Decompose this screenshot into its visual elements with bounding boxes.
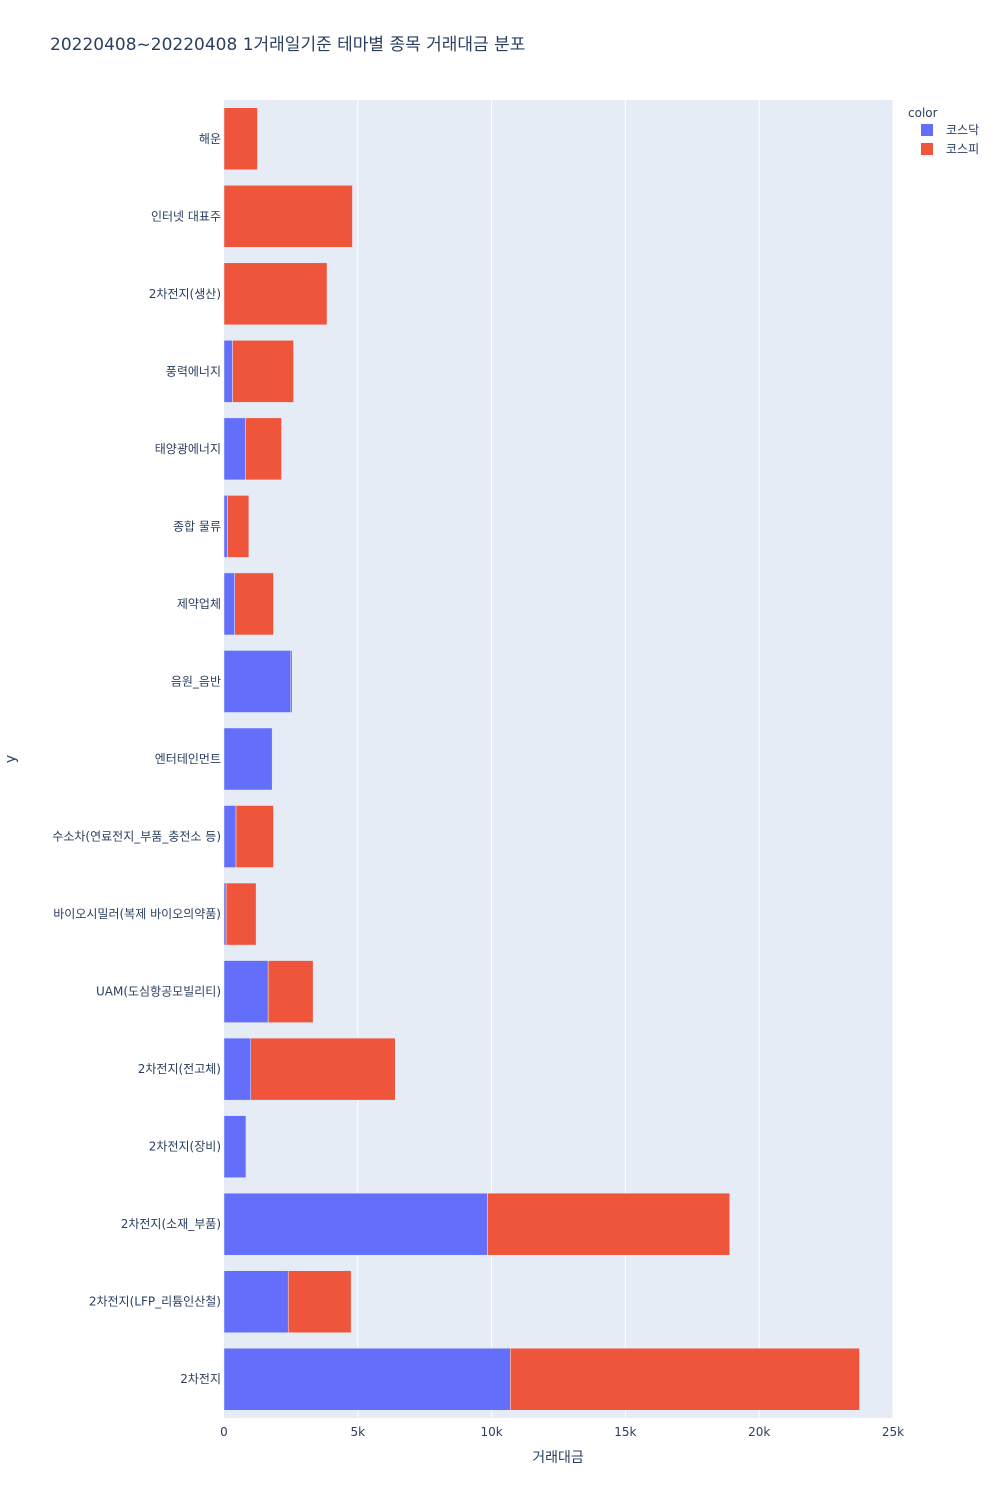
bar[interactable]: UAM(도심항공모빌리티) / 코스피: 1680	[267, 960, 314, 1023]
x-axis-tick-labels: 0 5k 10k 15k 20k 25k	[220, 1425, 904, 1439]
legend-label: 코스피	[946, 142, 979, 156]
bar[interactable]: 수소차(연료전지_부품_충전소 등) / 코스닥: 450	[223, 805, 237, 868]
legend-item[interactable]: 코스닥	[921, 123, 979, 137]
legend-title: color	[908, 106, 938, 120]
bar[interactable]: 2차전지(전고체) / 코스피: 5400	[250, 1037, 396, 1101]
bar[interactable]: 엔터테인먼트 / 코스닥: 1800	[223, 727, 273, 791]
y-tick-label: 음원_음반	[171, 674, 221, 688]
y-tick-label: 2차전지(장비)	[149, 1140, 221, 1154]
x-tick-label: 25k	[882, 1425, 904, 1439]
y-tick-label: 엔터테인먼트	[155, 752, 221, 766]
bar[interactable]: 2차전지 / 코스피: 13050	[510, 1347, 860, 1411]
bar[interactable]: 종합 물류 / 코스닥: 130	[223, 495, 228, 558]
y-tick-label: 2차전지(전고체)	[138, 1062, 221, 1076]
legend-item[interactable]: 코스피	[921, 142, 979, 156]
bar[interactable]: 풍력에너지 / 코스닥: 320	[223, 340, 233, 403]
x-tick-label: 0	[220, 1425, 228, 1439]
bar[interactable]: 바이오시밀러(복제 바이오의약품) / 코스닥: 80	[223, 882, 227, 946]
bar[interactable]: UAM(도심항공모빌리티) / 코스닥: 1650	[223, 960, 269, 1023]
x-tick-label: 10k	[480, 1425, 502, 1439]
bar[interactable]: 2차전지(생산) / 코스피: 3850	[223, 262, 328, 326]
y-tick-label: 태양광에너지	[155, 442, 221, 456]
bar[interactable]: 풍력에너지 / 코스피: 2280	[232, 340, 294, 403]
y-tick-label: 해운	[199, 132, 221, 146]
bar[interactable]: 음원_음반 / 코스피: 50	[290, 650, 293, 713]
y-tick-label: 수소차(연료전지_부품_충전소 등)	[52, 830, 221, 844]
bar[interactable]: 제약업체 / 코스피: 1450	[234, 572, 274, 636]
legend-label: 코스닥	[946, 123, 979, 137]
y-tick-label: 2차전지(생산)	[149, 287, 221, 301]
bar[interactable]: 태양광에너지 / 코스닥: 800	[223, 417, 246, 481]
bar[interactable]: 음원_음반 / 코스닥: 2500	[223, 650, 292, 713]
y-tick-label: 2차전지(LFP_리튬인산철)	[89, 1295, 221, 1309]
y-tick-label: 풍력에너지	[166, 364, 221, 378]
bar[interactable]: 인터넷 대표주 / 코스피: 4800	[223, 185, 353, 248]
y-tick-label: UAM(도심항공모빌리티)	[96, 985, 221, 999]
bar[interactable]: 2차전지(LFP_리튬인산철) / 코스닥: 2400	[223, 1270, 289, 1333]
bar[interactable]: 해운 / 코스피: 1250	[223, 107, 258, 171]
bars: 해운 / 코스피: 1250 인터넷 대표주 / 코스피: 4800 2차전지(생산…	[223, 107, 860, 1411]
bar[interactable]: 2차전지 / 코스닥: 10700	[223, 1347, 511, 1411]
chart-title: 20220408~20220408 1거래일기준 테마별 종목 거래대금 분포	[50, 35, 525, 55]
bar[interactable]: 2차전지(전고체) / 코스닥: 1000	[223, 1037, 252, 1101]
y-tick-label: 2차전지	[180, 1372, 221, 1386]
legend-swatch	[921, 143, 933, 155]
x-tick-label: 15k	[614, 1425, 636, 1439]
bar[interactable]: 2차전지(소재_부품) / 코스피: 9050	[487, 1192, 731, 1256]
y-tick-label: 바이오시밀러(복제 바이오의약품)	[53, 906, 221, 921]
bar[interactable]: 바이오시밀러(복제 바이오의약품) / 코스피: 1120	[225, 882, 257, 946]
y-tick-label: 2차전지(소재_부품)	[121, 1217, 221, 1231]
bar[interactable]: 제약업체 / 코스닥: 400	[223, 572, 235, 636]
bar[interactable]: 2차전지(LFP_리튬인산철) / 코스피: 2350	[287, 1270, 352, 1333]
x-tick-label: 5k	[351, 1425, 366, 1439]
legend-swatch	[921, 124, 933, 136]
bar[interactable]: 태양광에너지 / 코스피: 1350	[245, 417, 282, 481]
x-tick-label: 20k	[748, 1425, 770, 1439]
x-axis-label: 거래대금	[532, 1450, 584, 1466]
y-tick-label: 종합 물류	[173, 519, 221, 533]
y-tick-label: 인터넷 대표주	[151, 209, 221, 223]
bar[interactable]: 2차전지(소재_부품) / 코스닥: 9850	[223, 1192, 488, 1256]
bar[interactable]: 종합 물류 / 코스피: 800	[227, 495, 250, 558]
y-tick-label: 제약업체	[177, 596, 221, 611]
bar[interactable]: 수소차(연료전지_부품_충전소 등) / 코스피: 1400	[235, 805, 274, 868]
y-axis-label: y	[3, 755, 19, 763]
bar[interactable]: 2차전지(장비) / 코스닥: 820	[223, 1115, 247, 1178]
